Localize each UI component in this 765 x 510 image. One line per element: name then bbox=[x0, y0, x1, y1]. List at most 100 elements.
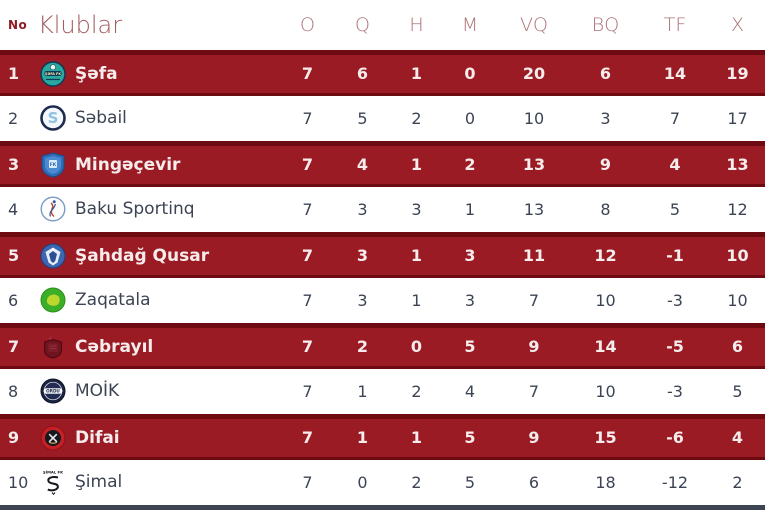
table-row[interactable]: 4 Baku Sportinq 7 3 3 1 13 8 5 12 bbox=[0, 186, 765, 232]
stat-q: 0 bbox=[357, 472, 368, 492]
club-cell: Difai bbox=[36, 425, 280, 451]
stat-x: 2 bbox=[732, 472, 743, 492]
svg-text:ORDU: ORDU bbox=[46, 389, 60, 394]
club-name: Şahdağ Qusar bbox=[75, 245, 210, 266]
stat-h: 1 bbox=[410, 246, 423, 266]
stat-bq: 3 bbox=[600, 108, 611, 128]
stat-vq: 20 bbox=[522, 64, 546, 84]
stat-tf: -3 bbox=[667, 381, 683, 401]
cebrayil-crest-icon bbox=[40, 334, 66, 360]
header-stat-vq: VQ bbox=[520, 14, 548, 36]
club-cell: Zaqatala bbox=[36, 287, 280, 313]
stat-m: 5 bbox=[464, 472, 476, 492]
table-body: 1 ŞƏFA FK Şəfa 7 6 1 0 20 6 14 19 2 S Səbail 7 5 2 0 10 3 7 1… bbox=[0, 50, 765, 505]
simal-crest-icon: ŞİMAL FK bbox=[40, 469, 66, 496]
stat-m: 2 bbox=[464, 155, 476, 175]
stat-tf: -6 bbox=[666, 428, 684, 448]
club-name: Şəfa bbox=[75, 63, 118, 84]
svg-text:ŞİMAL FK: ŞİMAL FK bbox=[43, 470, 64, 475]
rank-cell: 3 bbox=[8, 155, 20, 175]
rank-cell: 4 bbox=[8, 199, 19, 219]
stat-bq: 18 bbox=[595, 472, 616, 492]
stat-x: 17 bbox=[727, 108, 748, 128]
sebail-crest-icon: S bbox=[40, 105, 66, 132]
table-row[interactable]: 8 ORDU MOİK 7 1 2 4 7 10 -3 5 bbox=[0, 368, 765, 414]
stat-q: 5 bbox=[357, 108, 368, 128]
stat-bq: 15 bbox=[594, 428, 617, 448]
stat-m: 1 bbox=[464, 199, 476, 219]
stat-bq: 12 bbox=[594, 246, 617, 266]
stat-vq: 6 bbox=[528, 472, 540, 492]
stat-m: 0 bbox=[464, 64, 476, 84]
sefa-crest-icon: ŞƏFA FK bbox=[40, 61, 66, 87]
club-name: Səbail bbox=[75, 108, 127, 129]
club-name: Baku Sportinq bbox=[75, 199, 195, 220]
header-stat-o: O bbox=[300, 14, 315, 36]
table-header-row: No Klublar O Q H M VQ BQ TF X bbox=[0, 0, 765, 50]
rank-cell: 1 bbox=[8, 64, 20, 84]
stat-o: 7 bbox=[301, 155, 314, 175]
stat-o: 7 bbox=[301, 64, 314, 84]
stat-o: 7 bbox=[302, 472, 313, 492]
rank-cell: 6 bbox=[8, 290, 19, 310]
table-row[interactable]: 3 FK Mingəçevir 7 4 1 2 13 9 4 13 bbox=[0, 141, 765, 187]
header-stat-q: Q bbox=[355, 14, 370, 36]
zaqatala-crest-icon bbox=[40, 287, 66, 313]
stat-m: 5 bbox=[464, 337, 476, 357]
club-cell: FK Mingəçevir bbox=[36, 152, 280, 178]
stat-h: 3 bbox=[411, 199, 422, 219]
stat-x: 10 bbox=[726, 246, 749, 266]
stat-tf: -12 bbox=[661, 472, 689, 492]
stat-o: 7 bbox=[302, 381, 313, 401]
stat-vq: 9 bbox=[528, 337, 540, 357]
rank-cell: 9 bbox=[8, 428, 20, 448]
bottom-divider-bar bbox=[0, 505, 765, 510]
stat-o: 7 bbox=[302, 108, 313, 128]
table-row[interactable]: 5 Şahdağ Qusar 7 3 1 3 11 12 -1 10 bbox=[0, 232, 765, 278]
stat-q: 6 bbox=[356, 64, 369, 84]
club-cell: ŞƏFA FK Şəfa bbox=[36, 61, 280, 87]
club-cell: ORDU MOİK bbox=[36, 378, 280, 404]
stat-vq: 11 bbox=[522, 246, 546, 266]
stat-bq: 10 bbox=[595, 381, 616, 401]
table-row[interactable]: 1 ŞƏFA FK Şəfa 7 6 1 0 20 6 14 19 bbox=[0, 50, 765, 96]
club-name: Şimal bbox=[75, 472, 123, 493]
stat-bq: 9 bbox=[599, 155, 612, 175]
stat-tf: 5 bbox=[669, 199, 681, 219]
stat-m: 5 bbox=[464, 428, 476, 448]
stat-x: 19 bbox=[726, 64, 749, 84]
stat-q: 3 bbox=[357, 290, 368, 310]
table-row[interactable]: 10 ŞİMAL FK Şimal 7 0 2 5 6 18 -12 2 bbox=[0, 459, 765, 505]
stat-h: 2 bbox=[411, 472, 422, 492]
stat-bq: 14 bbox=[594, 337, 617, 357]
stat-tf: -1 bbox=[666, 246, 684, 266]
stat-x: 5 bbox=[732, 381, 743, 401]
table-row[interactable]: 6 Zaqatala 7 3 1 3 7 10 -3 10 bbox=[0, 277, 765, 323]
table-row[interactable]: 2 S Səbail 7 5 2 0 10 3 7 17 bbox=[0, 95, 765, 141]
rank-cell: 8 bbox=[8, 381, 19, 401]
stat-h: 2 bbox=[411, 108, 422, 128]
stat-q: 1 bbox=[357, 381, 368, 401]
header-club: Klublar bbox=[38, 11, 123, 39]
svg-text:ŞƏFA FK: ŞƏFA FK bbox=[45, 72, 61, 76]
header-stat-tf: TF bbox=[663, 14, 687, 36]
stat-tf: 7 bbox=[669, 108, 681, 128]
stat-h: 2 bbox=[411, 381, 422, 401]
table-row[interactable]: 7 Cəbrayıl 7 2 0 5 9 14 -5 6 bbox=[0, 323, 765, 369]
stat-tf: -3 bbox=[667, 290, 683, 310]
moik-crest-icon: ORDU bbox=[40, 378, 66, 404]
svg-text:FK: FK bbox=[50, 162, 57, 168]
stat-bq: 6 bbox=[599, 64, 612, 84]
stat-q: 4 bbox=[356, 155, 369, 175]
club-cell: Cəbrayıl bbox=[36, 334, 280, 360]
sahdag-qusar-crest-icon bbox=[40, 243, 66, 269]
rank-cell: 2 bbox=[8, 108, 19, 128]
stat-h: 1 bbox=[410, 428, 423, 448]
stat-x: 4 bbox=[731, 428, 744, 448]
table-row[interactable]: 9 Difai 7 1 1 5 9 15 -6 4 bbox=[0, 414, 765, 460]
stat-x: 13 bbox=[726, 155, 749, 175]
svg-text:S: S bbox=[48, 109, 59, 127]
club-name: Difai bbox=[75, 427, 120, 448]
stat-m: 3 bbox=[464, 246, 476, 266]
